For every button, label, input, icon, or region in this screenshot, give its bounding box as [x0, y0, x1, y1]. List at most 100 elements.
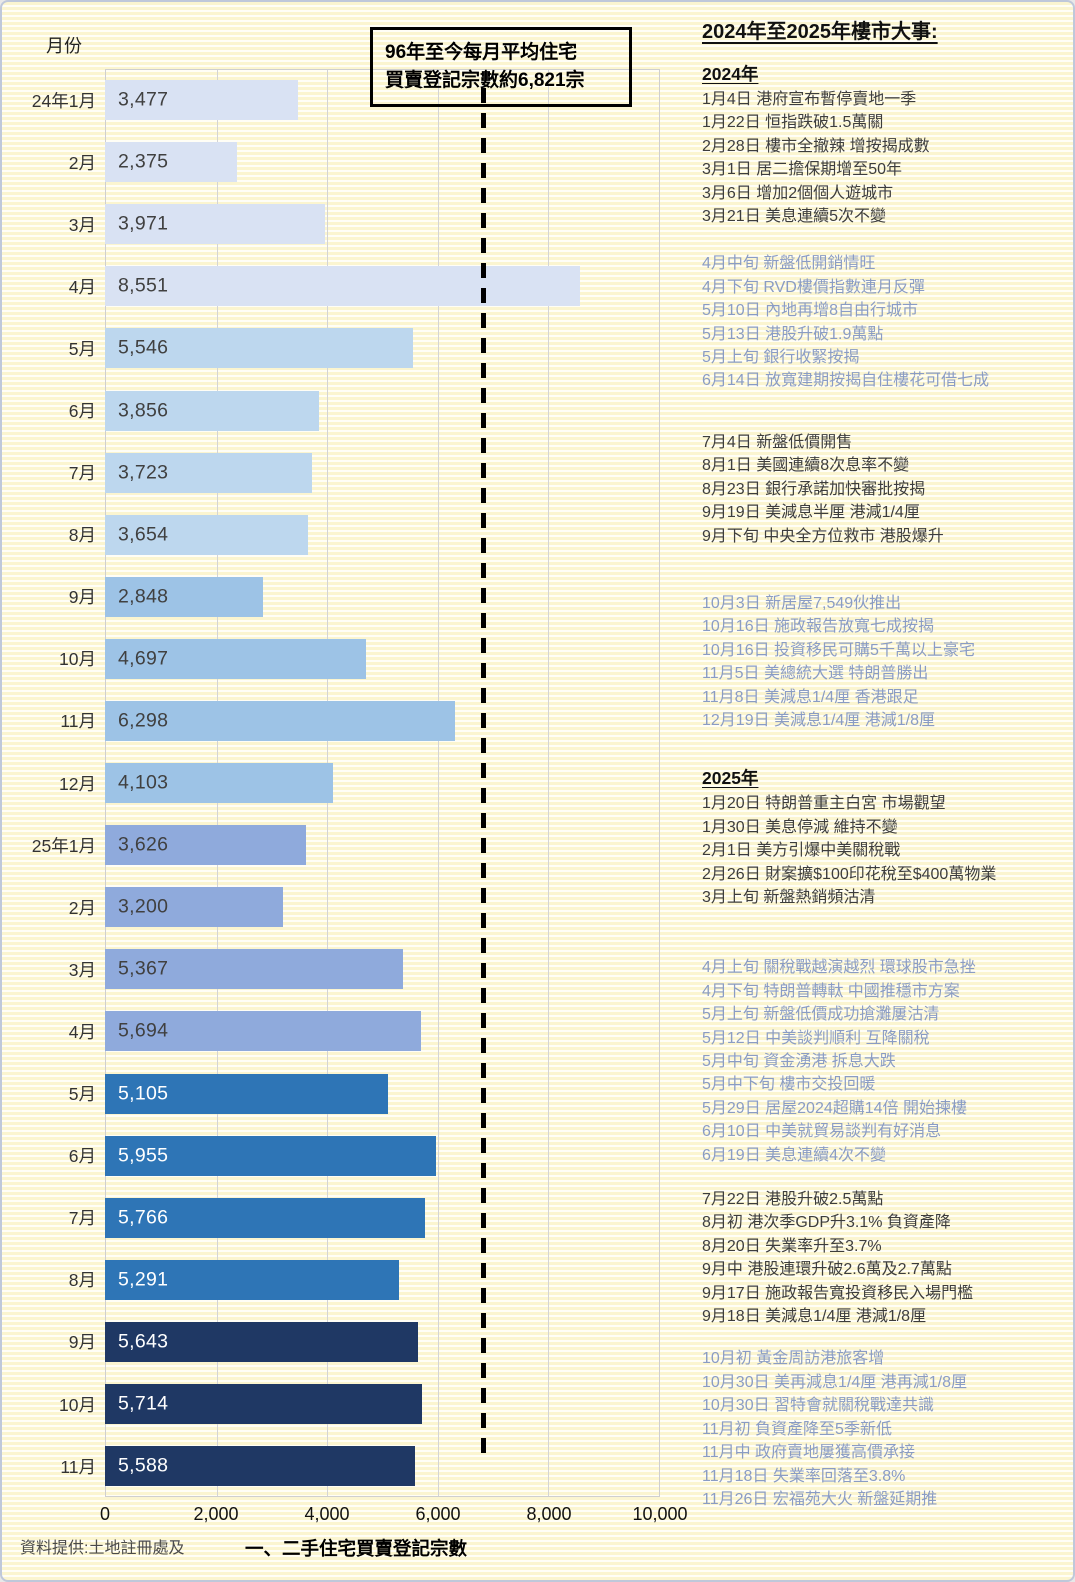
table-row: 9月 2,848	[12, 566, 660, 628]
bar-track: 4,697	[105, 628, 660, 690]
event-line: 5月中下旬 樓市交投回暖	[702, 1076, 876, 1094]
table-row: 11月 6,298	[12, 690, 660, 752]
month-label: 7月	[68, 1208, 96, 1229]
x-axis-tick-label: 2,000	[193, 1504, 239, 1524]
event-group: 1月4日 港府宣布暫停賣地一季 1月22日 恒指跌破1.5萬關 2月28日 樓市…	[702, 88, 1070, 228]
month-label: 6月	[68, 401, 96, 422]
average-dashed-line	[481, 88, 486, 1457]
bar: 5,766	[105, 1197, 425, 1238]
bar: 3,723	[105, 452, 312, 493]
table-row: 25年1月 3,626	[12, 814, 660, 876]
bar-value: 5,546	[118, 336, 169, 359]
month-label: 5月	[68, 1084, 96, 1105]
table-row: 10月 4,697	[12, 628, 660, 690]
event-groups: 1月20日 特朗普重主白宮 市場觀望 1月30日 美息停減 維持不變 2月1日 …	[702, 792, 1070, 1511]
event-line: 4月中旬 新盤低開銷情旺	[702, 255, 876, 273]
event-line: 4月下旬 RVD樓價指數連月反彈	[702, 278, 925, 296]
bar-value: 5,714	[118, 1392, 169, 1415]
event-line: 11月18日 失業率回落至3.8%	[702, 1467, 906, 1485]
bar: 3,477	[105, 80, 298, 121]
bar-track: 5,588	[105, 1435, 660, 1497]
event-line: 4月下旬 特朗普轉軚 中國推穩市方案	[702, 982, 960, 1000]
event-line: 1月4日 港府宣布暫停賣地一季	[702, 91, 917, 108]
bar-track: 2,848	[105, 566, 660, 628]
event-line: 5月上旬 銀行收緊按揭	[702, 349, 860, 367]
table-row: 3月 3,971	[12, 193, 660, 255]
bar-value: 2,848	[118, 585, 169, 608]
bar: 3,971	[105, 204, 326, 245]
bar: 8,551	[105, 266, 580, 307]
event-line: 9月17日 施政報告寬投資移民入場門檻	[702, 1284, 974, 1302]
events-panel: 2024年至2025年樓市大事: 2024年 1月4日 港府宣布暫停賣地一季 1…	[702, 18, 1070, 1511]
table-row: 4月 8,551	[12, 255, 660, 317]
bar: 5,367	[105, 949, 403, 990]
x-axis-tick-label: 0	[99, 1504, 111, 1524]
event-line: 8月1日 美國連續8次息率不變	[702, 457, 910, 475]
bar-value: 3,856	[118, 399, 169, 422]
bar-value: 5,105	[118, 1082, 169, 1105]
bar: 2,848	[105, 576, 264, 617]
event-line: 4月上旬 關稅戰越演越烈 環球股市急挫	[702, 959, 976, 977]
month-label: 11月	[60, 1456, 96, 1477]
month-label: 9月	[68, 1332, 96, 1353]
month-label: 6月	[68, 1146, 96, 1167]
table-row: 5月 5,105	[12, 1063, 660, 1125]
event-line: 5月10日 內地再增8自由行城市	[702, 302, 919, 320]
bar: 3,654	[105, 514, 308, 555]
event-line: 8月23日 銀行承諾加快審批按揭	[702, 480, 926, 498]
bar: 5,694	[105, 1011, 422, 1052]
bar: 5,714	[105, 1384, 423, 1425]
table-row: 11月 5,588	[12, 1435, 660, 1497]
table-row: 9月 5,643	[12, 1311, 660, 1373]
event-group: 1月20日 特朗普重主白宮 市場觀望 1月30日 美息停減 維持不變 2月1日 …	[702, 792, 1070, 909]
bar-track: 3,626	[105, 814, 660, 876]
month-label: 10月	[59, 1394, 96, 1415]
event-line: 2月26日 財案擴$100印花稅至$400萬物業	[702, 865, 997, 883]
month-label: 4月	[68, 1021, 96, 1042]
x-axis-tick-label: 6,000	[415, 1504, 461, 1524]
month-label: 5月	[68, 338, 96, 359]
event-line: 5月上旬 新盤低價成功搶灘屢沽清	[702, 1006, 940, 1024]
bar-track: 6,298	[105, 690, 660, 752]
month-label: 12月	[59, 773, 96, 794]
month-label: 4月	[68, 276, 96, 297]
bar: 2,375	[105, 142, 237, 183]
bar: 5,643	[105, 1321, 419, 1362]
event-line: 10月初 黃金周訪港旅客增	[702, 1350, 885, 1368]
month-label: 24年1月	[31, 90, 96, 111]
events-sections: 2024年 1月4日 港府宣布暫停賣地一季 1月22日 恒指跌破1.5萬關 2月…	[702, 62, 1070, 1511]
bar: 5,546	[105, 328, 413, 369]
month-label: 2月	[68, 897, 96, 918]
event-group: 7月22日 港股升破2.5萬點 8月初 港次季GDP升3.1% 負資產降 8月2…	[702, 1188, 1070, 1328]
event-line: 11月初 負資產降至5季新低	[702, 1420, 892, 1438]
bar-track: 3,477	[105, 69, 660, 131]
event-line: 12月19日 美減息1/4厘 港減1/8厘	[702, 711, 935, 729]
bar-value: 3,200	[118, 895, 169, 918]
bar-track: 3,654	[105, 504, 660, 566]
event-group: 7月4日 新盤低價開售 8月1日 美國連續8次息率不變 8月23日 銀行承諾加快…	[702, 431, 1070, 548]
event-groups: 1月4日 港府宣布暫停賣地一季 1月22日 恒指跌破1.5萬關 2月28日 樓市…	[702, 88, 1070, 732]
event-line: 11月中 政府賣地屢獲高價承接	[702, 1444, 916, 1462]
event-line: 5月29日 居屋2024超購14倍 開始揀樓	[702, 1099, 967, 1117]
annotation-line-2: 買賣登記宗數約6,821宗	[385, 70, 585, 91]
x-axis-tick-label: 10,000	[632, 1504, 688, 1524]
event-line: 6月10日 中美就貿易談判有好消息	[702, 1123, 942, 1141]
bar: 5,588	[105, 1446, 416, 1487]
bar-value: 4,697	[118, 647, 169, 670]
bar-track: 3,200	[105, 876, 660, 938]
bar-track: 3,723	[105, 442, 660, 504]
average-annotation-box: 96年至今每月平均住宅 買賣登記宗數約6,821宗	[370, 27, 632, 107]
event-line: 6月19日 美息連續4次不變	[702, 1146, 887, 1164]
bar-value: 5,367	[118, 957, 169, 980]
bar-value: 4,103	[118, 771, 169, 794]
event-line: 3月21日 美息連續5次不變	[702, 208, 887, 226]
bar-value: 5,643	[118, 1330, 169, 1353]
bar-value: 5,291	[118, 1268, 169, 1291]
event-line: 2月28日 樓市全撤辣 增按揭成數	[702, 137, 930, 155]
events-year-section: 2025年 1月20日 特朗普重主白宮 市場觀望 1月30日 美息停減 維持不變…	[702, 766, 1070, 1511]
bar: 3,856	[105, 390, 319, 431]
event-line: 1月22日 恒指跌破1.5萬關	[702, 114, 884, 132]
bar-value: 2,375	[118, 150, 169, 173]
event-line: 10月30日 習特會就關稅戰達共識	[702, 1397, 935, 1415]
